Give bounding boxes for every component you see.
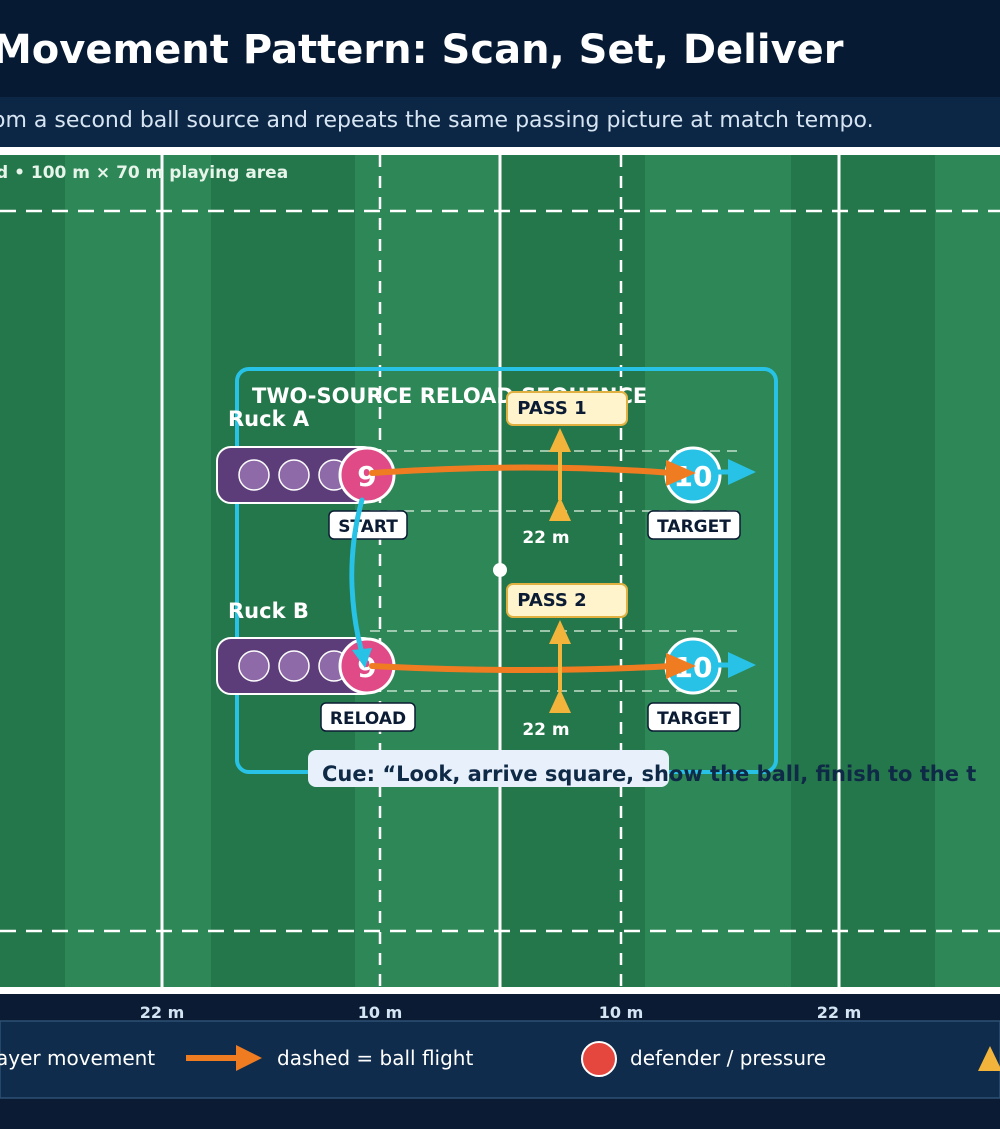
pass-2-arrowhead (666, 653, 696, 679)
receiver-tag-text: TARGET (657, 709, 731, 729)
cone-triangle-icon (549, 497, 571, 521)
distance-label: 10 m (358, 1003, 403, 1022)
ruck-player-dot (278, 459, 310, 491)
distance-label: 22 m (817, 1003, 862, 1022)
pass-distance: 22 m (522, 528, 569, 548)
page-title: Movement Pattern: Scan, Set, Deliver (0, 27, 844, 73)
pass-1-distance: PASS 1 22 m (506, 391, 628, 548)
receiver-tag (647, 702, 741, 732)
player-tag (328, 510, 408, 540)
distance-label: 10 m (599, 1003, 644, 1022)
ruck-label: Ruck A (228, 407, 310, 431)
pass-2-distance: PASS 2 22 m (506, 583, 628, 740)
subtitle-bar (0, 97, 1000, 147)
scrum-half-marker (338, 446, 396, 504)
pitch: d • 100 m × 70 m playing area (0, 147, 1000, 994)
support-run-arrowhead (728, 652, 756, 678)
cue-box (308, 750, 669, 787)
page-subtitle: om a second ball source and repeats the … (0, 108, 874, 133)
pass-1-arrowhead (666, 460, 696, 486)
pass-label-box (506, 391, 628, 426)
reload-run-arrowhead (352, 648, 372, 668)
ruck-a: Ruck A 9 START (216, 407, 408, 540)
legend-label: defender / pressure (630, 1046, 826, 1070)
ruck-player-dot (238, 459, 270, 491)
defender-circle-icon (581, 1041, 617, 1077)
cone-triangle-icon (549, 620, 571, 644)
scrum-half-number: 9 (357, 460, 376, 493)
ruck-b: Ruck B 9 RELOAD (216, 599, 416, 732)
pass-label: PASS 1 (517, 398, 586, 419)
player-tag (320, 702, 416, 732)
legend-label: dashed = ball flight (277, 1046, 473, 1070)
cone-triangle-icon (549, 689, 571, 713)
legend-panel (0, 1020, 1000, 1099)
centre-spot (493, 563, 507, 577)
cone-triangle-icon (978, 1046, 1000, 1071)
pass-label: PASS 2 (517, 590, 586, 611)
receiver-tag (647, 510, 741, 540)
ruck-label: Ruck B (228, 599, 309, 623)
cone-triangle-icon (549, 428, 571, 452)
support-run-arrowhead (728, 459, 756, 485)
pass-label-box (506, 583, 628, 618)
ruck-player-dot (238, 650, 270, 682)
distance-label: 22 m (140, 1003, 185, 1022)
player-tag-text: RELOAD (330, 709, 406, 729)
player-tag-text: START (338, 517, 398, 537)
pass-1-path (369, 464, 675, 476)
coaching-cue: Cue: “Look, arrive square, show the ball… (322, 762, 976, 786)
reload-run-path (349, 497, 367, 663)
legend-label: ayer movement (0, 1046, 155, 1070)
pitch-caption: d • 100 m × 70 m playing area (0, 163, 288, 183)
player-movement-arrowhead (236, 1045, 262, 1071)
receiver-tag-text: TARGET (657, 517, 731, 537)
legend: ayer movement dashed = ball flight defen… (0, 1020, 1000, 1099)
ruck-player-dot (278, 650, 310, 682)
pass-2-path (369, 663, 675, 673)
header-bar (0, 0, 1000, 97)
pass-distance: 22 m (522, 720, 569, 740)
